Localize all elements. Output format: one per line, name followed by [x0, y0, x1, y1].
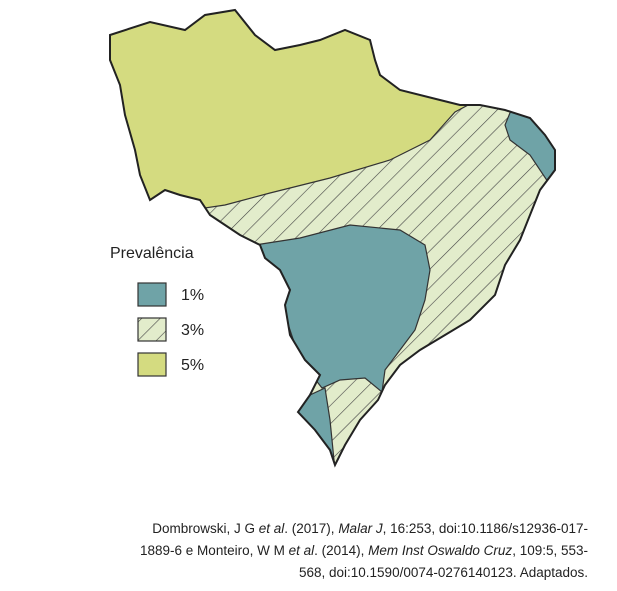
region-center	[254, 224, 431, 394]
citation-text: Mem Inst Oswaldo Cruz	[368, 543, 513, 558]
citation-text: Malar J	[338, 521, 383, 536]
legend-swatch	[137, 352, 167, 377]
citation-line: 1889-6 e Monteiro, W M et al. (2014), Me…	[28, 540, 588, 562]
legend-label: 5%	[181, 357, 204, 374]
citation: Dombrowski, J G et al. (2017), Malar J, …	[28, 518, 588, 584]
legend-swatch	[137, 282, 167, 307]
citation-text: 1889-6 e Monteiro, W M	[140, 543, 289, 558]
legend-label: 1%	[181, 287, 204, 304]
citation-text: 568, doi:10.1590/0074-0276140123. Adapta…	[298, 565, 588, 580]
citation-line: 568, doi:10.1590/0074-0276140123. Adapta…	[28, 562, 588, 584]
legend-label: 3%	[181, 322, 204, 339]
legend-title: Prevalência	[110, 245, 194, 262]
citation-line: Dombrowski, J G et al. (2017), Malar J, …	[28, 518, 588, 540]
citation-text: Dombrowski, J G	[152, 521, 259, 536]
citation-text: , 109:5, 553-	[512, 543, 588, 558]
legend-swatch	[137, 317, 167, 342]
regions	[110, 10, 555, 465]
citation-text: . (2017),	[284, 521, 339, 536]
legend: 1% 3% 5%	[137, 282, 204, 377]
map: Prevalência 1% 3% 5%	[109, 9, 556, 466]
citation-text: et al	[288, 543, 315, 558]
citation-text: . (2014),	[314, 543, 369, 558]
citation-text: , 16:253, doi:10.1186/s12936-017-	[382, 521, 588, 536]
citation-text: et al	[258, 521, 285, 536]
